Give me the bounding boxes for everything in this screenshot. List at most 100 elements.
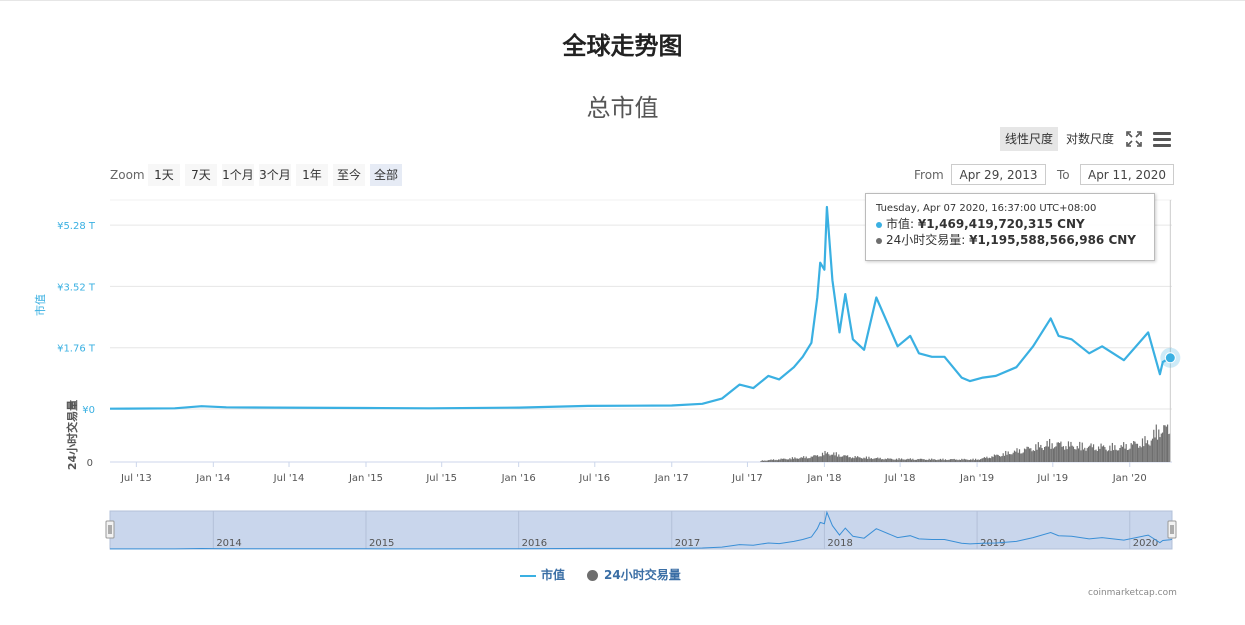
volume-bar (1080, 450, 1082, 462)
legend-item-volume[interactable]: 24小时交易量 (587, 566, 681, 583)
navigator-tick-label: 2014 (216, 538, 241, 549)
volume-bar (814, 455, 816, 462)
legend-item-market-cap[interactable]: 市值 (520, 566, 565, 583)
volume-bar (1045, 446, 1047, 462)
volume-bar (1042, 450, 1044, 462)
volume-bar (882, 459, 884, 462)
zoom-1d-button[interactable]: 1天 (148, 164, 180, 186)
zoom-1m-button[interactable]: 1个月 (222, 164, 254, 186)
volume-series (760, 424, 1171, 462)
volume-bar (1000, 456, 1002, 462)
linear-scale-button[interactable]: 线性尺度 (1000, 127, 1059, 151)
volume-bar (1011, 454, 1013, 462)
volume-bar (908, 459, 910, 462)
volume-bar (916, 459, 918, 462)
volume-bar (786, 459, 788, 462)
log-scale-button[interactable]: 对数尺度 (1066, 132, 1115, 146)
volume-bar (1108, 450, 1110, 462)
volume-bar (813, 455, 815, 462)
market-cap-line (109, 205, 1173, 410)
volume-bar (912, 458, 914, 462)
volume-bar (834, 455, 836, 462)
volume-bar (1079, 441, 1081, 462)
zoom-ytd-button[interactable]: 至今 (333, 164, 365, 186)
credits-link[interactable]: coinmarketcap.com (1088, 588, 1177, 598)
volume-bar (868, 456, 870, 462)
volume-bar (895, 458, 898, 462)
range-from-label: From (914, 168, 944, 182)
volume-bar (1086, 448, 1088, 462)
menu-icon[interactable] (1153, 132, 1171, 147)
y-tick-label: ¥1.76 T (57, 344, 96, 355)
volume-bar (958, 459, 960, 462)
volume-bar (954, 459, 957, 462)
volume-bar (1149, 445, 1151, 462)
volume-bar (774, 460, 776, 462)
navigator-series (110, 510, 1173, 550)
volume-bar (1110, 450, 1112, 462)
volume-bar (1130, 443, 1132, 462)
volume-bar (951, 459, 953, 462)
volume-bar (1143, 446, 1145, 462)
volume-bar (869, 458, 871, 462)
volume-bar (948, 459, 950, 462)
volume-bar (1129, 448, 1131, 462)
volume-bar (997, 454, 999, 462)
volume-bar (900, 458, 903, 462)
volume-bar (1076, 445, 1078, 462)
volume-bar (791, 457, 793, 462)
range-to-input[interactable]: Apr 11, 2020 (1080, 164, 1174, 185)
volume-bar (1069, 446, 1071, 462)
volume-bar (888, 458, 890, 462)
volume-bar (1109, 445, 1111, 462)
volume-bar (879, 457, 881, 462)
tooltip-row-volume: 24小时交易量: ¥1,195,588,566,986 CNY (876, 232, 1144, 248)
volume-bar (1139, 445, 1141, 462)
navigator-right-handle[interactable] (1167, 520, 1177, 539)
volume-bar (1087, 446, 1090, 462)
volume-bar (962, 459, 964, 462)
volume-bar (1066, 449, 1068, 462)
zoom-7d-button[interactable]: 7天 (185, 164, 217, 186)
volume-bar (978, 459, 980, 462)
volume-bar (907, 458, 909, 462)
volume-bar (1071, 445, 1073, 462)
volume-bar (799, 458, 801, 462)
volume-bar (830, 454, 832, 462)
volume-bar (864, 458, 866, 462)
volume-bar (860, 458, 863, 462)
volume-bar (1151, 438, 1154, 462)
navigator-left-handle[interactable] (105, 520, 115, 539)
volume-bar (820, 456, 822, 462)
zoom-all-button[interactable]: 全部 (370, 164, 402, 186)
navigator-window[interactable] (109, 510, 1173, 550)
volume-bar (850, 458, 852, 462)
volume-bar (857, 456, 859, 462)
volume-bar (1041, 448, 1043, 462)
volume-bar (811, 456, 814, 462)
volume-bar (889, 458, 891, 462)
y-axis-label-market-cap: 市值 (33, 294, 47, 316)
volume-bar (771, 459, 773, 462)
volume-bar (921, 458, 923, 462)
volume-bar (1006, 454, 1008, 462)
fullscreen-icon[interactable] (1126, 131, 1142, 147)
volume-bar (839, 456, 841, 462)
volume-bar (803, 456, 805, 462)
zoom-1y-button[interactable]: 1年 (296, 164, 328, 186)
volume-bar (1094, 450, 1096, 462)
volume-bar (1166, 424, 1169, 462)
volume-bar (801, 457, 804, 462)
volume-bar (919, 458, 921, 462)
volume-bar (1102, 445, 1105, 462)
zoom-3m-button[interactable]: 3个月 (259, 164, 291, 186)
volume-bar (845, 455, 847, 462)
volume-bar (779, 459, 781, 462)
volume-bar (840, 456, 842, 462)
volume-bar (783, 458, 785, 462)
volume-bar (1082, 449, 1085, 462)
range-from-input[interactable]: Apr 29, 2013 (951, 164, 1046, 185)
volume-bar (865, 456, 868, 462)
volume-bar (1046, 440, 1048, 462)
